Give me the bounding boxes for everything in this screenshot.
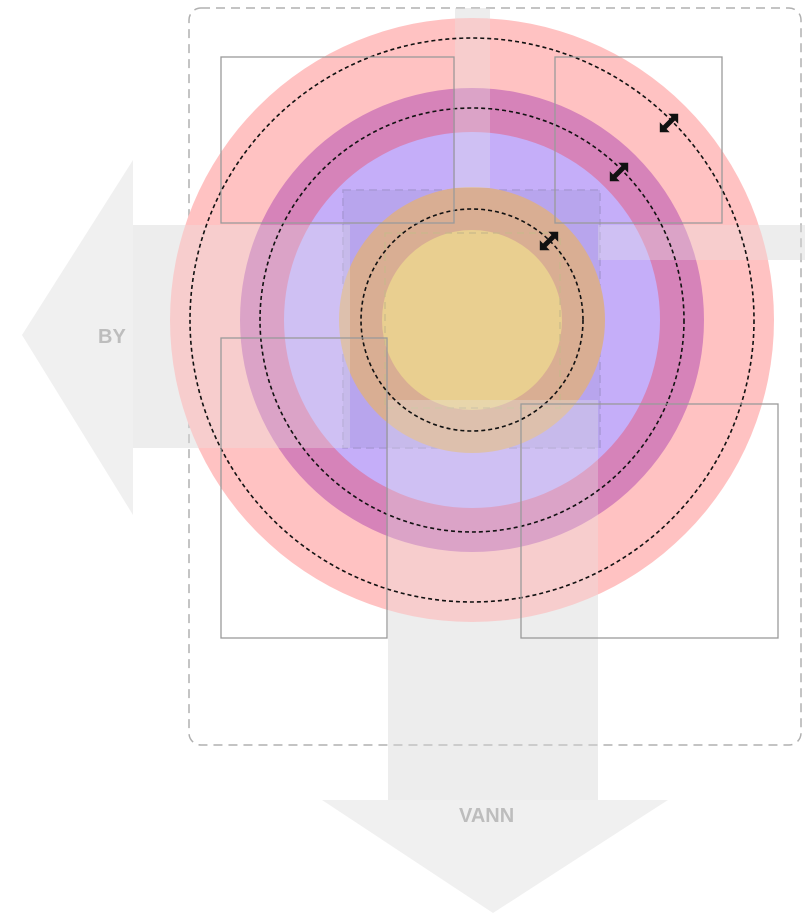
north-arrow-overlay xyxy=(455,8,490,188)
west-arrow-label: BY xyxy=(98,326,126,348)
dotted-boundaries xyxy=(189,37,755,603)
resize-handles xyxy=(531,105,688,260)
middle-ring-resize-handle-icon[interactable] xyxy=(601,154,638,191)
core-square-outline xyxy=(384,232,561,409)
inner-dotted-ring[interactable] xyxy=(360,208,584,432)
building-box-bottom-left[interactable] xyxy=(220,337,388,639)
building-boxes xyxy=(220,56,779,639)
building-box-bottom-right[interactable] xyxy=(520,403,779,639)
west-arrow-overlay xyxy=(133,225,350,448)
south-arrow-overlay xyxy=(388,400,598,800)
building-box-top-left[interactable] xyxy=(220,56,455,224)
east-arrow-overlay xyxy=(598,225,805,260)
middle-dotted-ring[interactable] xyxy=(259,107,685,533)
outer-dotted-ring[interactable] xyxy=(189,37,755,603)
south-arrow-label: VANN xyxy=(459,805,514,827)
outer-ring-resize-handle-icon[interactable] xyxy=(651,105,688,142)
core-zone[interactable] xyxy=(382,230,562,410)
building-box-top-right[interactable] xyxy=(554,56,723,224)
inner-ring-resize-handle-icon[interactable] xyxy=(531,223,568,260)
